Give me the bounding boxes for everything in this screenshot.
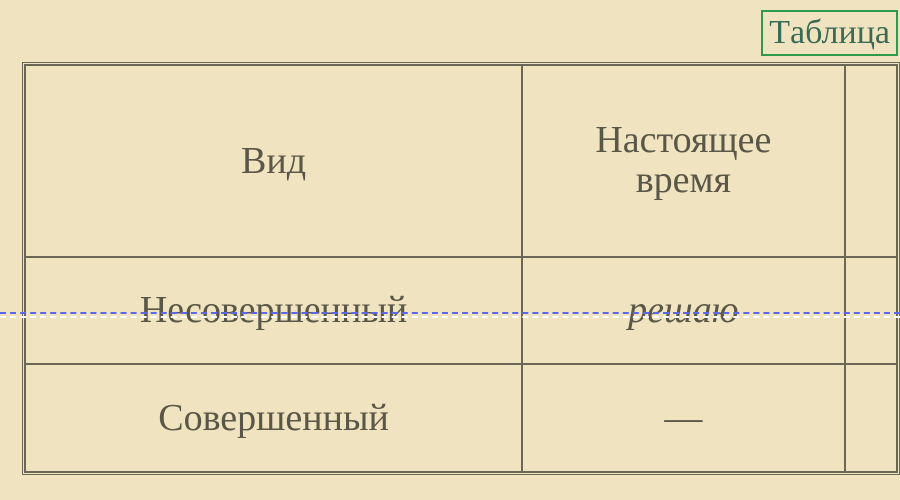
table-row: Несовершенный решаю [25, 257, 897, 365]
row-overflow-cell [845, 257, 897, 365]
annotation-dash-blue [0, 312, 900, 314]
row-value-perfective: — [522, 364, 845, 472]
row-value-imperfective: решаю [522, 257, 845, 365]
row-overflow-cell [845, 364, 897, 472]
header-present-tense: Настоящее время [522, 65, 845, 257]
row-label-perfective: Совершенный [25, 364, 522, 472]
table-row: Совершенный — [25, 364, 897, 472]
table-container: Вид Настоящее время Несовершенный решаю … [22, 62, 900, 475]
caption-rest: аблица [790, 14, 890, 52]
annotation-dash-white [0, 316, 900, 318]
caption-box: Таблица [761, 10, 898, 56]
header-present-line2: время [636, 159, 731, 201]
header-aspect: Вид [25, 65, 522, 257]
table-header-row: Вид Настоящее время [25, 65, 897, 257]
row-label-imperfective: Несовершенный [25, 257, 522, 365]
aspect-table: Вид Настоящее время Несовершенный решаю … [22, 62, 900, 475]
caption-first-letter: Т [769, 14, 790, 52]
header-overflow-cell [845, 65, 897, 257]
header-present-line1: Настоящее [595, 119, 771, 161]
